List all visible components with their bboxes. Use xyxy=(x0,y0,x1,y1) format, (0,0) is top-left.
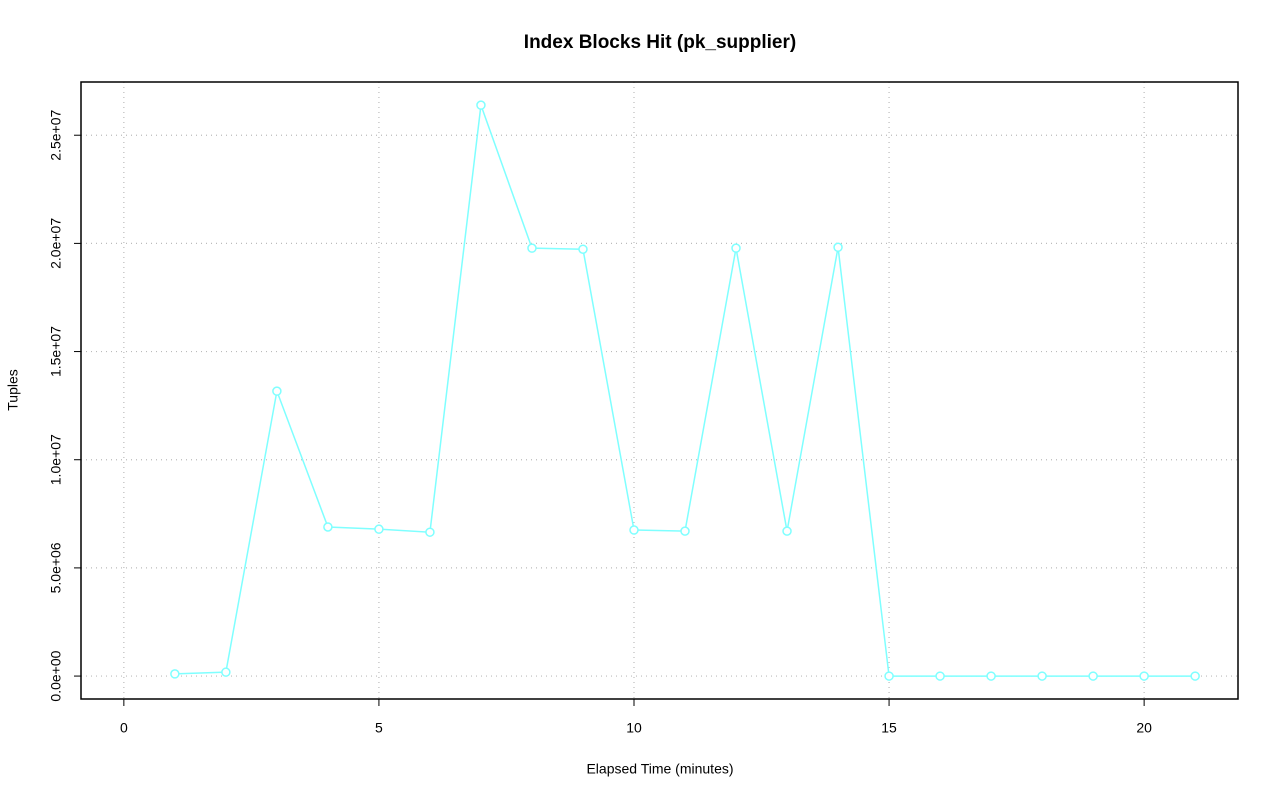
data-point xyxy=(986,671,996,681)
data-point xyxy=(323,522,333,532)
data-point xyxy=(935,671,945,681)
data-point xyxy=(527,243,537,253)
data-point xyxy=(833,242,843,253)
data-point xyxy=(1088,671,1098,681)
data-point xyxy=(629,525,639,535)
data-point xyxy=(221,667,231,677)
y-tick-label: 2.0e+07 xyxy=(48,218,64,269)
plot-frame xyxy=(80,81,1239,700)
x-tick-label: 20 xyxy=(1136,720,1152,736)
y-tick-label: 1.5e+07 xyxy=(48,326,64,377)
x-tick-label: 15 xyxy=(881,720,897,736)
y-tick-label: 5.0e+06 xyxy=(48,542,64,593)
data-point xyxy=(476,100,486,110)
data-point xyxy=(731,243,741,253)
y-tick-label: 1.0e+07 xyxy=(48,434,64,485)
data-point xyxy=(374,524,384,534)
y-axis-title: Tuples xyxy=(5,369,21,411)
data-point xyxy=(170,669,180,679)
data-point xyxy=(884,671,894,681)
y-tick-label: 0.0e+00 xyxy=(48,650,64,701)
data-point xyxy=(578,244,588,254)
data-point xyxy=(1139,671,1149,681)
data-point xyxy=(272,386,282,396)
x-tick-label: 0 xyxy=(120,720,128,736)
chart-title: Index Blocks Hit (pk_supplier) xyxy=(524,32,796,53)
y-tick-label: 2.5e+07 xyxy=(48,110,64,161)
x-tick-label: 10 xyxy=(626,720,642,736)
data-point xyxy=(1037,671,1047,681)
data-point xyxy=(425,527,435,537)
data-point xyxy=(680,526,690,536)
data-point xyxy=(782,526,792,536)
data-point xyxy=(1190,671,1200,681)
x-axis-title: Elapsed Time (minutes) xyxy=(586,761,733,777)
x-tick-label: 5 xyxy=(375,720,383,736)
